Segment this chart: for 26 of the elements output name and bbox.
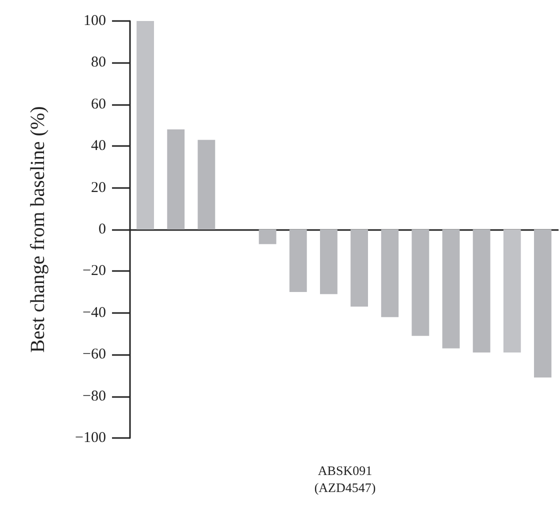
y-tick-label: 60 bbox=[91, 96, 106, 112]
bar bbox=[503, 230, 521, 353]
bar bbox=[412, 230, 430, 336]
y-axis-title: Best change from baseline (%) bbox=[27, 106, 49, 353]
bar bbox=[381, 230, 399, 318]
bar bbox=[258, 230, 276, 244]
bar bbox=[442, 230, 460, 348]
y-tick-label: 0 bbox=[98, 222, 106, 238]
bar bbox=[472, 230, 490, 353]
bar bbox=[198, 140, 216, 230]
y-tick-label: 20 bbox=[91, 180, 106, 196]
bar bbox=[136, 21, 154, 230]
bar bbox=[167, 129, 185, 230]
y-tick-label: −60 bbox=[82, 346, 106, 363]
y-tick-label: −100 bbox=[75, 430, 106, 446]
y-tick-label: 40 bbox=[91, 138, 106, 154]
bar bbox=[289, 230, 307, 292]
bar bbox=[534, 230, 552, 378]
bar bbox=[320, 230, 338, 294]
y-tick-label: −80 bbox=[82, 388, 106, 404]
y-tick-label: 80 bbox=[91, 54, 106, 71]
y-tick-label: 100 bbox=[84, 13, 106, 29]
x-axis-title: ABSK091 (AZD4547) bbox=[314, 463, 376, 495]
y-tick-label: −20 bbox=[82, 263, 106, 280]
y-tick-label: −40 bbox=[82, 304, 106, 321]
bar bbox=[350, 230, 368, 307]
